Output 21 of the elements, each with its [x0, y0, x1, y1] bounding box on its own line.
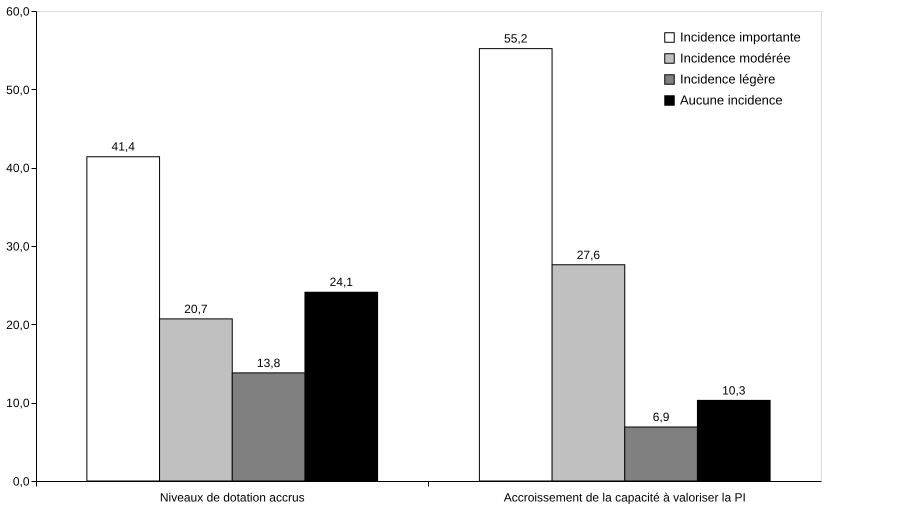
y-tick-label: 0,0	[12, 474, 30, 488]
y-tick-label: 30,0	[6, 240, 30, 254]
data-label: 24,1	[330, 275, 354, 290]
legend-label: Aucune incidence	[680, 92, 783, 108]
data-label: 13,8	[256, 356, 281, 370]
legend-label: Incidence modérée	[680, 50, 791, 66]
y-tick-label: 20,0	[6, 318, 30, 332]
data-label: 41,4	[112, 140, 136, 154]
data-label: 55,2	[504, 32, 528, 46]
x-tick-label: Niveaux de dotation accrus	[160, 490, 305, 504]
data-label: 27,6	[576, 248, 600, 262]
y-tick-label: 40,0	[6, 161, 30, 176]
data-label: 10,3	[722, 383, 746, 398]
y-tick-label: 50,0	[6, 82, 30, 97]
y-tick-label: 10,0	[6, 396, 30, 410]
legend-label: Incidence importante	[680, 30, 801, 44]
data-label: 20,7	[184, 302, 208, 316]
legend-label: Incidence légère	[680, 72, 776, 86]
x-tick-label: Accroissement de la capacité à valoriser la PI	[504, 490, 746, 504]
y-tick-label: 60,0	[6, 4, 30, 18]
data-label: 6,9	[652, 410, 670, 424]
